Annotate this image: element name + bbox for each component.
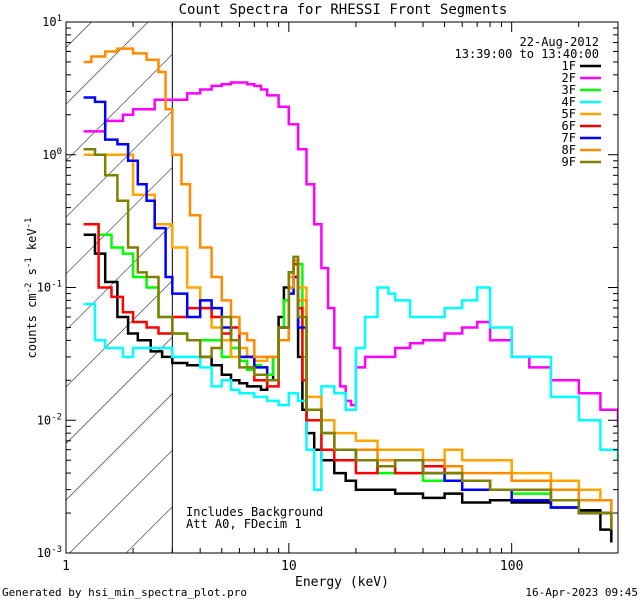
y-tick-label-1e-2: 10-2 (37, 412, 62, 427)
x-tick-label-100: 100 (500, 559, 523, 574)
series-line-8F (83, 47, 613, 520)
y-tick-label-1e-3: 10-3 (37, 545, 62, 560)
note-attenuator: Att A0, FDecim 1 (186, 517, 302, 531)
legend-label-3F: 3F (562, 83, 576, 97)
y-tick-label-1e0: 100 (42, 147, 62, 162)
legend-date: 22-Aug-2012 (520, 35, 599, 49)
x-axis-label: Energy (keV) (295, 575, 389, 590)
legend-label-5F: 5F (562, 107, 576, 121)
series-line-2F (83, 81, 618, 427)
chart-title: Count Spectra for RHESSI Front Segments (179, 2, 508, 18)
note-background: Includes Background (186, 505, 323, 519)
legend-label-2F: 2F (562, 71, 576, 85)
footer-generated-by: Generated by hsi_min_spectra_plot.pro (2, 586, 247, 599)
legend-label-6F: 6F (562, 119, 576, 133)
series-line-1F (83, 233, 613, 543)
y-tick-label-1e1: 101 (42, 14, 62, 29)
legend-label-1F: 1F (562, 59, 576, 73)
legend-label-8F: 8F (562, 143, 576, 157)
y-axis-label: counts cm-2 s-1 keV-1 (24, 218, 39, 359)
footer-timestamp: 16-Apr-2023 09:45 (525, 586, 638, 599)
series-line-4F (83, 286, 618, 491)
legend-label-9F: 9F (562, 155, 576, 169)
legend-label-4F: 4F (562, 95, 576, 109)
x-tick-label-1: 1 (62, 559, 70, 574)
legend-label-7F: 7F (562, 131, 576, 145)
legend-time-range: 13:39:00 to 13:40:00 (455, 47, 600, 61)
x-tick-label-10: 10 (281, 559, 297, 574)
y-tick-label-1e-1: 10-1 (37, 280, 62, 295)
series-line-9F (83, 148, 613, 530)
